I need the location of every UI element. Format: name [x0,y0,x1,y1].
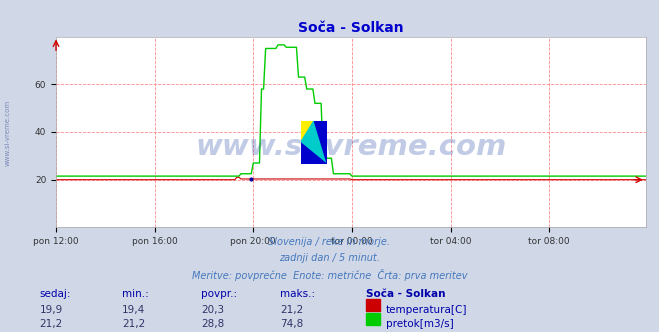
Polygon shape [301,143,327,164]
Text: www.si-vreme.com: www.si-vreme.com [5,100,11,166]
Text: maks.:: maks.: [280,289,315,299]
Text: 19,4: 19,4 [122,305,145,315]
Text: zadnji dan / 5 minut.: zadnji dan / 5 minut. [279,253,380,263]
Text: povpr.:: povpr.: [201,289,237,299]
Polygon shape [314,121,327,164]
Text: 21,2: 21,2 [40,319,63,329]
Text: www.si-vreme.com: www.si-vreme.com [195,133,507,161]
Text: min.:: min.: [122,289,149,299]
Text: 21,2: 21,2 [122,319,145,329]
Text: sedaj:: sedaj: [40,289,71,299]
Polygon shape [301,121,327,164]
Title: Soča - Solkan: Soča - Solkan [298,21,404,35]
Text: temperatura[C]: temperatura[C] [386,305,467,315]
Text: 28,8: 28,8 [201,319,224,329]
Text: 19,9: 19,9 [40,305,63,315]
Text: 20,3: 20,3 [201,305,224,315]
Text: Soča - Solkan: Soča - Solkan [366,289,445,299]
Text: pretok[m3/s]: pretok[m3/s] [386,319,453,329]
Text: Meritve: povprečne  Enote: metrične  Črta: prva meritev: Meritve: povprečne Enote: metrične Črta:… [192,269,467,281]
Text: 21,2: 21,2 [280,305,303,315]
Text: 74,8: 74,8 [280,319,303,329]
Text: Slovenija / reke in morje.: Slovenija / reke in morje. [268,237,391,247]
Polygon shape [301,121,314,143]
